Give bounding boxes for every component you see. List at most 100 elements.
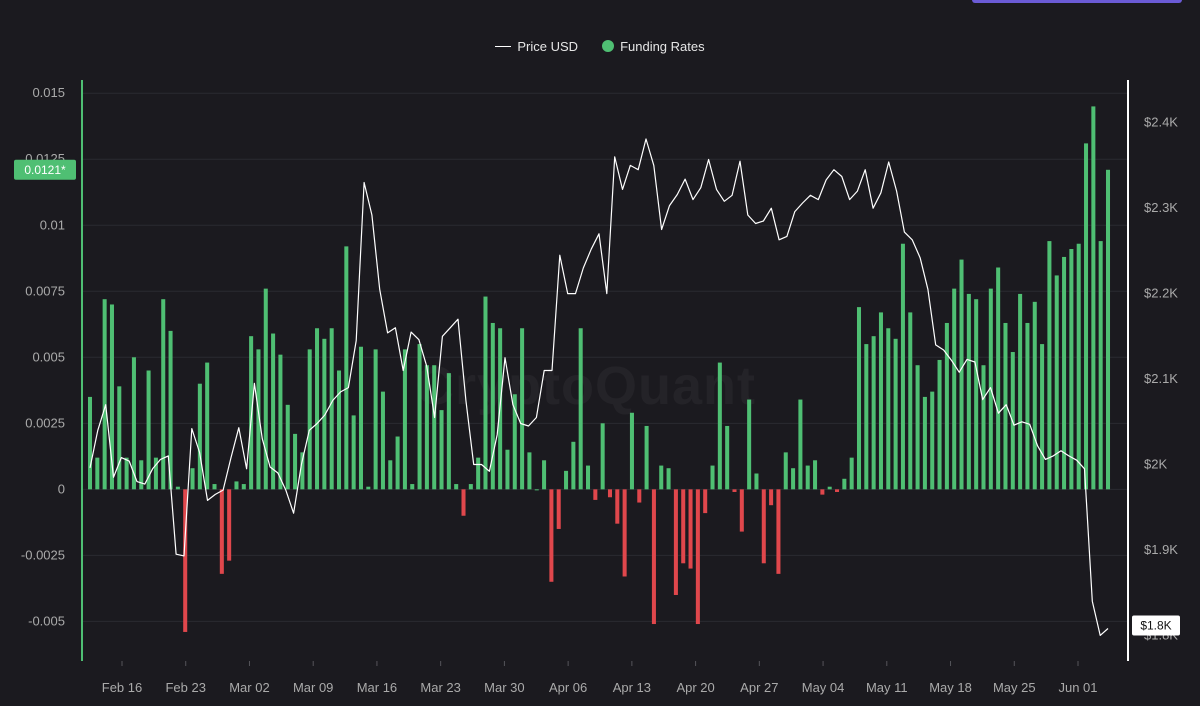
funding-bar[interactable]: [109, 304, 114, 490]
funding-bar[interactable]: [300, 452, 305, 490]
funding-bar[interactable]: [483, 296, 488, 490]
funding-bar[interactable]: [966, 293, 971, 490]
funding-bar[interactable]: [454, 484, 459, 490]
funding-bar[interactable]: [593, 489, 598, 500]
funding-bar[interactable]: [1032, 301, 1037, 490]
funding-bar[interactable]: [468, 484, 473, 490]
funding-bar[interactable]: [1040, 344, 1045, 490]
funding-bar[interactable]: [95, 457, 100, 490]
funding-bar[interactable]: [388, 460, 393, 490]
funding-bar[interactable]: [761, 489, 766, 564]
funding-bar[interactable]: [959, 259, 964, 490]
funding-bar[interactable]: [710, 465, 715, 490]
funding-bar[interactable]: [344, 246, 349, 490]
funding-bar[interactable]: [395, 436, 400, 490]
funding-bar[interactable]: [315, 328, 320, 490]
funding-bar[interactable]: [607, 489, 612, 498]
funding-bar[interactable]: [380, 391, 385, 490]
funding-bar[interactable]: [1098, 241, 1103, 490]
funding-bar[interactable]: [732, 489, 737, 492]
funding-bar[interactable]: [835, 489, 840, 492]
funding-bar[interactable]: [908, 312, 913, 490]
funding-bar[interactable]: [432, 365, 437, 490]
funding-bar[interactable]: [688, 489, 693, 569]
funding-bar[interactable]: [373, 349, 378, 490]
price-line[interactable]: [89, 138, 1109, 637]
funding-bar[interactable]: [586, 465, 591, 490]
funding-bar[interactable]: [241, 484, 246, 490]
funding-bar[interactable]: [161, 299, 166, 490]
funding-bar[interactable]: [776, 489, 781, 574]
funding-bar[interactable]: [417, 344, 422, 490]
funding-bar[interactable]: [490, 322, 495, 490]
funding-bar[interactable]: [351, 415, 356, 490]
funding-bar[interactable]: [622, 489, 627, 577]
funding-bar[interactable]: [798, 399, 803, 490]
funding-bar[interactable]: [600, 423, 605, 490]
funding-bar[interactable]: [527, 452, 532, 490]
funding-bar[interactable]: [358, 346, 363, 490]
funding-bar[interactable]: [681, 489, 686, 564]
funding-bar[interactable]: [307, 349, 312, 490]
funding-bar[interactable]: [747, 399, 752, 490]
funding-bar[interactable]: [505, 449, 510, 490]
funding-bar[interactable]: [410, 484, 415, 490]
funding-bar[interactable]: [117, 386, 122, 490]
funding-bar[interactable]: [578, 328, 583, 490]
funding-bar[interactable]: [256, 349, 261, 490]
funding-bar[interactable]: [542, 460, 547, 490]
funding-bar[interactable]: [153, 457, 158, 490]
funding-bar[interactable]: [175, 486, 180, 490]
funding-bar[interactable]: [769, 489, 774, 506]
funding-bar[interactable]: [878, 312, 883, 490]
funding-bar[interactable]: [783, 452, 788, 490]
funding-bar[interactable]: [564, 470, 569, 490]
funding-bar[interactable]: [278, 354, 283, 490]
funding-bar[interactable]: [1091, 106, 1096, 490]
funding-bar[interactable]: [666, 468, 671, 490]
funding-bar[interactable]: [827, 486, 832, 490]
funding-bar[interactable]: [842, 478, 847, 490]
funding-bar[interactable]: [534, 489, 539, 491]
funding-bar[interactable]: [271, 333, 276, 490]
funding-bar[interactable]: [915, 365, 920, 490]
funding-bar[interactable]: [996, 267, 1001, 490]
legend-item-price[interactable]: Price USD: [495, 39, 578, 54]
funding-bar[interactable]: [886, 328, 891, 490]
funding-bar[interactable]: [571, 441, 576, 490]
funding-bar[interactable]: [227, 489, 232, 561]
funding-bar[interactable]: [952, 288, 957, 490]
funding-bar[interactable]: [139, 460, 144, 490]
funding-bar[interactable]: [219, 489, 224, 574]
funding-bar[interactable]: [944, 322, 949, 490]
funding-bar[interactable]: [520, 328, 525, 490]
funding-bar[interactable]: [805, 465, 810, 490]
funding-bar[interactable]: [366, 486, 371, 490]
funding-bar[interactable]: [329, 328, 334, 490]
funding-bar[interactable]: [131, 357, 136, 490]
funding-bar[interactable]: [476, 457, 481, 490]
funding-bar[interactable]: [212, 484, 217, 490]
funding-bar[interactable]: [1025, 322, 1030, 490]
funding-bar[interactable]: [739, 489, 744, 532]
funding-bar[interactable]: [900, 243, 905, 490]
funding-bar[interactable]: [190, 468, 195, 490]
funding-bar[interactable]: [754, 473, 759, 490]
funding-bar[interactable]: [549, 489, 554, 582]
funding-bar[interactable]: [168, 330, 173, 490]
funding-bar[interactable]: [893, 338, 898, 490]
funding-bar[interactable]: [922, 396, 927, 490]
funding-bar[interactable]: [864, 344, 869, 490]
funding-bar[interactable]: [285, 404, 290, 490]
funding-bar[interactable]: [974, 299, 979, 490]
funding-bar[interactable]: [293, 433, 298, 490]
funding-bar[interactable]: [673, 489, 678, 595]
funding-bar[interactable]: [1054, 275, 1059, 490]
funding-bar[interactable]: [402, 349, 407, 490]
funding-bar[interactable]: [629, 412, 634, 490]
funding-bar[interactable]: [813, 460, 818, 490]
funding-bar[interactable]: [146, 370, 151, 490]
funding-bar[interactable]: [856, 307, 862, 490]
funding-bar[interactable]: [197, 383, 202, 490]
funding-bar[interactable]: [322, 338, 327, 490]
